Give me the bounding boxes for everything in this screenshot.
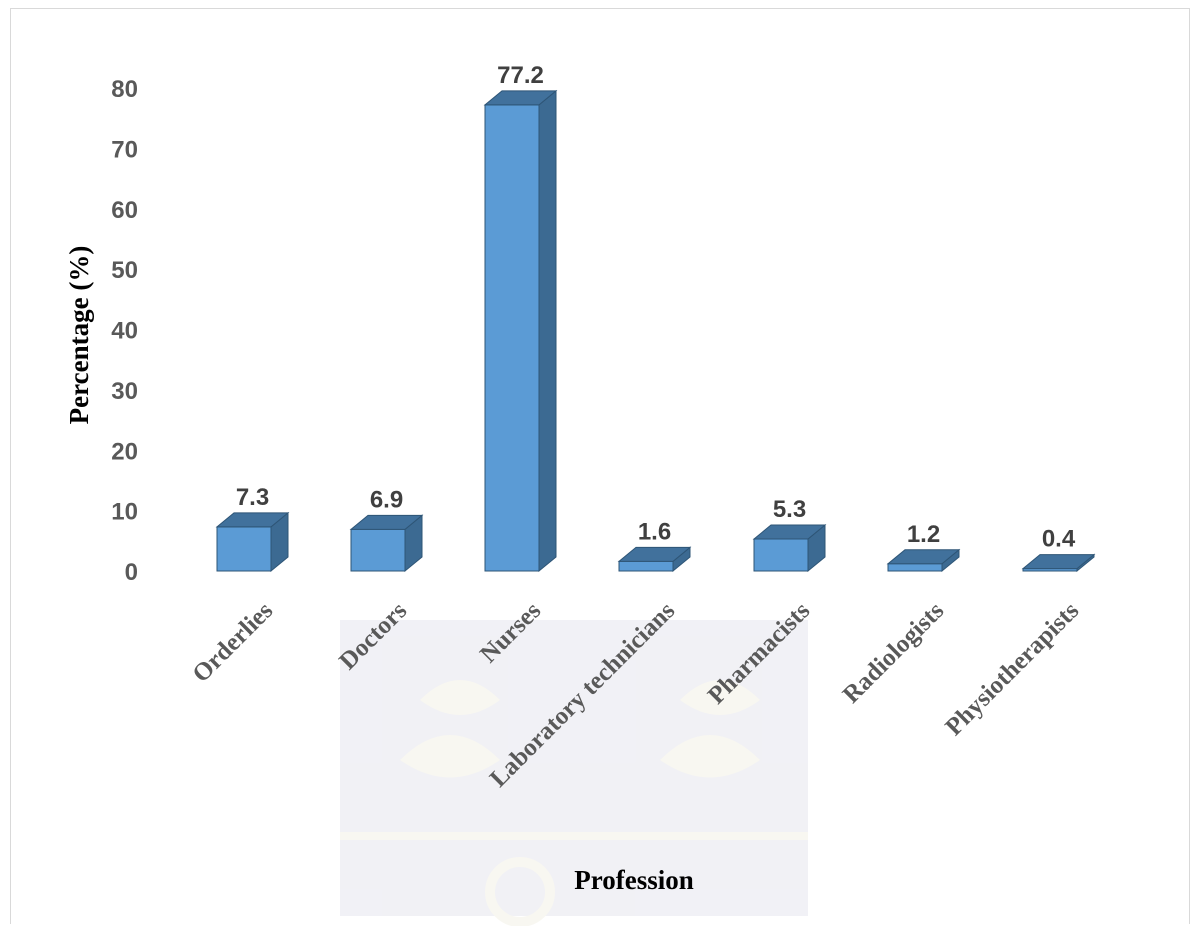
bar-6 — [1021, 553, 1096, 573]
bar-top-face — [483, 90, 558, 106]
bars — [215, 89, 1096, 573]
bar-0 — [215, 511, 290, 573]
bar-5 — [886, 548, 961, 573]
data-label: 0.4 — [1042, 526, 1076, 553]
data-label: 5.3 — [773, 496, 806, 523]
chart-frame — [10, 8, 1190, 924]
data-label: 6.9 — [370, 486, 403, 513]
bar-1 — [349, 514, 424, 573]
bar-3 — [617, 546, 692, 573]
bar-top-face — [215, 512, 290, 528]
y-tick-label: 40 — [111, 318, 138, 345]
y-tick-label: 30 — [111, 378, 138, 405]
y-tick-label: 20 — [111, 438, 138, 465]
data-label: 7.3 — [236, 484, 269, 511]
bar-front-face — [753, 538, 809, 572]
y-tick-label: 60 — [111, 197, 138, 224]
data-label: 1.6 — [638, 518, 671, 545]
bar-top-face — [886, 549, 961, 565]
bar-front-face — [484, 104, 540, 572]
y-tick-label: 0 — [125, 559, 138, 586]
bar-side-face — [538, 89, 557, 573]
bar-2 — [483, 89, 558, 573]
bar-front-face — [216, 526, 272, 572]
y-tick-label: 10 — [111, 499, 138, 526]
bar-front-face — [350, 528, 406, 572]
y-tick-label: 50 — [111, 257, 138, 284]
y-axis-title: Percentage (%) — [64, 246, 94, 425]
category-label: Orderlies — [187, 597, 278, 688]
bar-top-face — [752, 524, 827, 540]
bar-top-face — [617, 546, 692, 562]
bar-front-face — [887, 563, 943, 572]
bar-front-face — [618, 560, 674, 572]
data-labels: 7.3 6.9 77.2 1.6 5.3 1.2 0.4 — [236, 62, 1076, 553]
data-label: 1.2 — [907, 521, 940, 548]
y-tick-label: 70 — [111, 136, 138, 163]
y-tick-label: 80 — [111, 76, 138, 103]
y-axis-ticks: 0 10 20 30 40 50 60 70 80 — [111, 76, 138, 586]
data-label: 77.2 — [497, 62, 544, 89]
x-axis-title: Profession — [574, 865, 694, 895]
category-label: Physiotherapists — [940, 597, 1084, 741]
bar-4 — [752, 523, 827, 573]
bar-top-face — [1021, 554, 1096, 570]
bar-top-face — [349, 514, 424, 530]
watermark-logo — [340, 620, 808, 926]
category-label: Radiologists — [838, 597, 950, 709]
